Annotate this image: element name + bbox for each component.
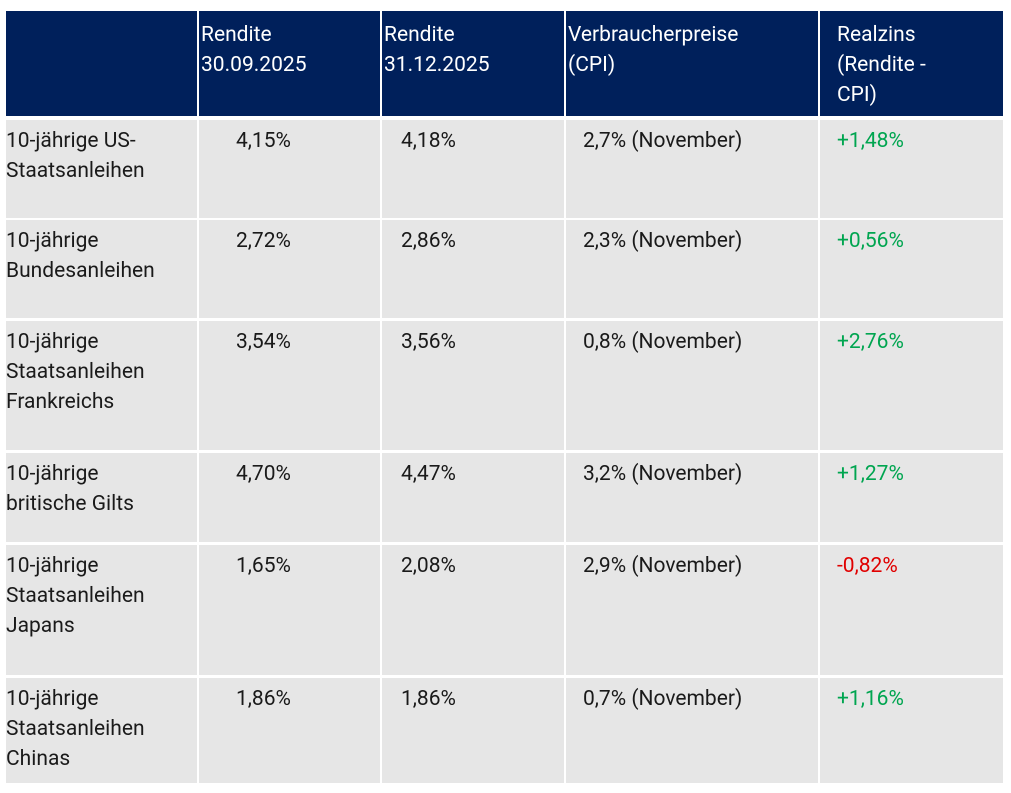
table-cell: 2,08% (382, 545, 564, 675)
table-cell: +0,56% (820, 220, 1003, 318)
table-cell: 2,3% (November) (566, 220, 818, 318)
row-label: 10-jährige Bundesanleihen (6, 220, 197, 318)
row-label: 10-jährige britische Gilts (6, 453, 197, 542)
row-label: 10-jährige Staatsanleihen Chinas (6, 678, 197, 783)
table-cell: 1,86% (199, 678, 380, 783)
table-cell: 2,86% (382, 220, 564, 318)
table-cell: -0,82% (820, 545, 1003, 675)
table-cell: 1,65% (199, 545, 380, 675)
table-cell: +2,76% (820, 321, 1003, 450)
table-cell: 3,54% (199, 321, 380, 450)
table-cell: 2,9% (November) (566, 545, 818, 675)
header-cell (6, 11, 197, 116)
row-label: 10-jährige Staatsanleihen Japans (6, 545, 197, 675)
table-cell: 3,56% (382, 321, 564, 450)
header-cell: Verbraucherpreise (CPI) (566, 11, 818, 116)
table-cell: +1,48% (820, 120, 1003, 218)
row-label: 10-jährige Staatsanleihen Frankreichs (6, 321, 197, 450)
table-cell: 0,7% (November) (566, 678, 818, 783)
header-cell: Rendite 30.09.2025 (199, 11, 380, 116)
header-cell: Realzins (Rendite - CPI) (820, 11, 1003, 116)
table-cell: +1,16% (820, 678, 1003, 783)
table-cell: 2,7% (November) (566, 120, 818, 218)
table-cell: 4,18% (382, 120, 564, 218)
row-label: 10-jährige US- Staatsanleihen (6, 120, 197, 218)
table-cell: +1,27% (820, 453, 1003, 542)
table-cell: 4,47% (382, 453, 564, 542)
table-cell: 1,86% (382, 678, 564, 783)
table-cell: 3,2% (November) (566, 453, 818, 542)
header-cell: Rendite 31.12.2025 (382, 11, 564, 116)
table-cell: 4,70% (199, 453, 380, 542)
table-cell: 2,72% (199, 220, 380, 318)
table-cell: 4,15% (199, 120, 380, 218)
table-cell: 0,8% (November) (566, 321, 818, 450)
